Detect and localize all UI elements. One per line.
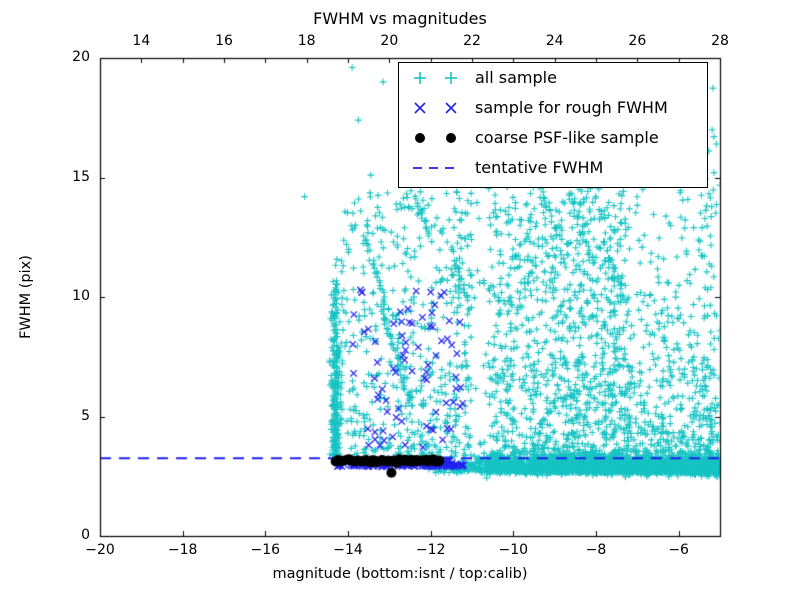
- legend-item-tentative-fwhm: tentative FWHM: [399, 153, 707, 183]
- chart-legend: all sample sample for rough FWHM c: [398, 62, 708, 188]
- y-tick-label: 20: [72, 49, 90, 65]
- x-top-tick-label: 22: [463, 33, 481, 49]
- x-top-tick-label: 16: [215, 33, 233, 49]
- dot-icon: [399, 123, 475, 153]
- x-tick-label: −10: [498, 542, 529, 558]
- y-tick-label: 0: [81, 527, 90, 543]
- y-tick-label: 10: [72, 288, 90, 304]
- x-top-tick-label: 26: [628, 33, 647, 49]
- x-top-tick-label: 14: [132, 33, 151, 49]
- x-top-tick-label: 18: [297, 33, 316, 49]
- x-tick-label: −12: [415, 542, 446, 558]
- x-tick-label: −16: [250, 542, 281, 558]
- x-top-tick-label: 20: [380, 33, 399, 49]
- x-axis-label: magnitude (bottom:isnt / top:calib): [272, 566, 528, 582]
- legend-item-all-sample: all sample: [399, 63, 707, 93]
- legend-label: coarse PSF-like sample: [475, 128, 659, 147]
- x-tick-label: −14: [333, 542, 363, 558]
- dashed-line-icon: [399, 153, 475, 183]
- plus-icon: [399, 63, 475, 93]
- y-tick-label: 15: [72, 168, 90, 185]
- x-tick-label: −8: [585, 542, 607, 558]
- legend-label: all sample: [475, 68, 557, 87]
- x-top-tick-label: 28: [711, 33, 729, 49]
- x-tick-label: −20: [85, 542, 115, 558]
- x-tick-label: −6: [668, 542, 689, 558]
- cross-icon: [399, 93, 475, 123]
- x-tick-label: −18: [167, 542, 198, 558]
- legend-item-rough-fwhm: sample for rough FWHM: [399, 93, 707, 123]
- x-top-tick-label: 24: [545, 33, 564, 49]
- chart-title: FWHM vs magnitudes: [313, 9, 487, 28]
- y-tick-label: 5: [81, 407, 90, 424]
- legend-label: tentative FWHM: [475, 158, 604, 177]
- legend-item-psf-sample: coarse PSF-like sample: [399, 123, 707, 153]
- legend-label: sample for rough FWHM: [475, 98, 668, 117]
